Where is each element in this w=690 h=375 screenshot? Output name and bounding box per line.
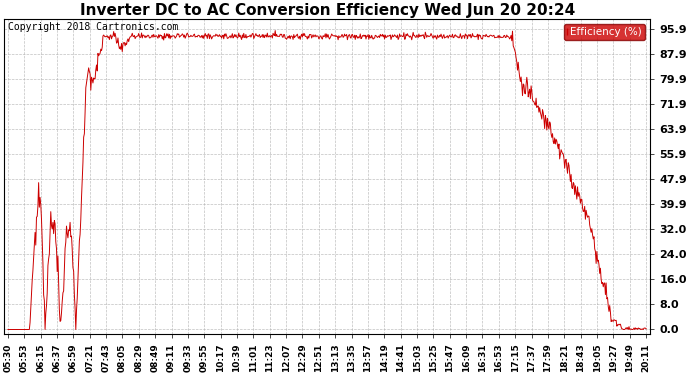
Title: Inverter DC to AC Conversion Efficiency Wed Jun 20 20:24: Inverter DC to AC Conversion Efficiency … (80, 3, 575, 18)
Legend: Efficiency (%): Efficiency (%) (564, 24, 645, 40)
Text: Copyright 2018 Cartronics.com: Copyright 2018 Cartronics.com (8, 22, 178, 32)
